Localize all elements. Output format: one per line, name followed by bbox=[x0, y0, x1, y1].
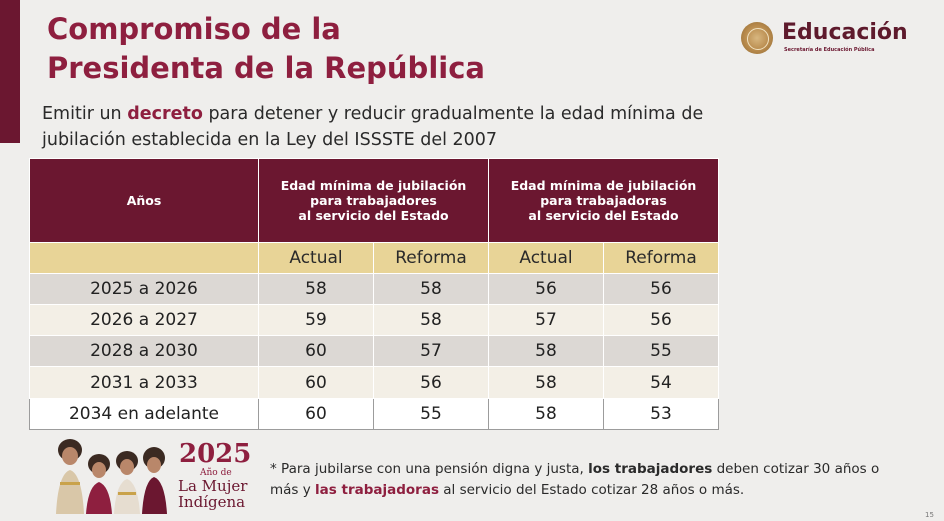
subtitle-start: Emitir un bbox=[42, 104, 128, 124]
sep-logo: Educación Secretaría de Educación Públic… bbox=[741, 20, 921, 56]
subtitle: Emitir un decreto para detener y reducir… bbox=[42, 101, 782, 153]
title-line-2: Presidenta de la República bbox=[47, 51, 485, 85]
page-number: 15 bbox=[925, 511, 934, 519]
note-part-3: al servicio del Estado cotizar 28 años o… bbox=[438, 482, 745, 498]
cell-value: 59 bbox=[258, 304, 374, 337]
badge-line-2: Indígena bbox=[178, 493, 246, 511]
cell-value: 58 bbox=[373, 304, 489, 337]
cell-value: 57 bbox=[488, 304, 604, 337]
retirement-age-table: Años Edad mínima de jubilación para trab… bbox=[29, 158, 719, 431]
header-g1-line2: para trabajadores bbox=[310, 192, 437, 208]
cell-value: 57 bbox=[373, 335, 489, 368]
cell-value: 54 bbox=[603, 366, 719, 399]
indigenous-women-illustration bbox=[56, 439, 167, 514]
row-years: 2028 a 2030 bbox=[29, 335, 259, 368]
table-row: 2025 a 2026 58 58 56 56 bbox=[29, 272, 719, 306]
subheader-actual-1: Actual bbox=[258, 241, 374, 274]
header-g2-line1: Edad mínima de jubilación bbox=[510, 177, 697, 193]
cell-value: 58 bbox=[488, 397, 604, 431]
row-years: 2025 a 2026 bbox=[29, 272, 259, 306]
cell-value: 53 bbox=[603, 397, 719, 431]
mujer-indigena-badge: 2025 Año de La Mujer Indígena bbox=[52, 434, 252, 516]
cell-value: 58 bbox=[373, 272, 489, 306]
table-subheader-row: Actual Reforma Actual Reforma bbox=[29, 241, 719, 274]
header-g1-line1: Edad mínima de jubilación bbox=[280, 177, 467, 193]
subtitle-end: para detener y reducir gradualmente la e… bbox=[42, 104, 704, 150]
cell-value: 58 bbox=[258, 272, 374, 306]
table-row: 2034 en adelante 60 55 58 53 bbox=[29, 397, 719, 431]
table-row: 2031 a 2033 60 56 58 54 bbox=[29, 366, 719, 399]
cell-value: 55 bbox=[373, 397, 489, 431]
cell-value: 56 bbox=[603, 304, 719, 337]
cell-value: 60 bbox=[258, 397, 374, 431]
row-years: 2034 en adelante bbox=[29, 397, 259, 431]
footnote: * Para jubilarse con una pensión digna y… bbox=[270, 459, 910, 501]
note-bold-female-workers: las trabajadoras bbox=[315, 482, 439, 498]
note-part-1: * Para jubilarse con una pensión digna y… bbox=[270, 461, 589, 477]
cell-value: 58 bbox=[488, 335, 604, 368]
logo-subtitle: Secretaría de Educación Pública bbox=[784, 47, 875, 53]
header-g2-line2: para trabajadoras bbox=[540, 192, 667, 208]
header-g1-line3: al servicio del Estado bbox=[298, 207, 449, 223]
note-bold-workers: los trabajadores bbox=[588, 461, 713, 477]
header-years: Años bbox=[29, 158, 259, 243]
cell-value: 60 bbox=[258, 335, 374, 368]
badge-year: 2025 bbox=[179, 439, 252, 469]
header-group-workers-female: Edad mínima de jubilación para trabajado… bbox=[488, 158, 719, 243]
subheader-reforma-2: Reforma bbox=[603, 241, 719, 274]
table-row: 2028 a 2030 60 57 58 55 bbox=[29, 335, 719, 368]
subheader-reforma-1: Reforma bbox=[373, 241, 489, 274]
cell-value: 56 bbox=[373, 366, 489, 399]
cell-value: 56 bbox=[488, 272, 604, 306]
cell-value: 56 bbox=[603, 272, 719, 306]
cell-value: 58 bbox=[488, 366, 604, 399]
row-years: 2031 a 2033 bbox=[29, 366, 259, 399]
row-years: 2026 a 2027 bbox=[29, 304, 259, 337]
accent-bar bbox=[0, 0, 20, 143]
cell-value: 55 bbox=[603, 335, 719, 368]
page-title: Compromiso de la Presidenta de la Repúbl… bbox=[47, 10, 485, 88]
table-header-row: Años Edad mínima de jubilación para trab… bbox=[29, 158, 719, 243]
table-row: 2026 a 2027 59 58 57 56 bbox=[29, 304, 719, 337]
subheader-actual-2: Actual bbox=[488, 241, 604, 274]
logo-name: Educación bbox=[782, 20, 908, 45]
badge-ano: Año de bbox=[200, 468, 232, 478]
badge-line-1: La Mujer bbox=[178, 477, 248, 495]
subtitle-highlight: decreto bbox=[127, 104, 203, 124]
cell-value: 60 bbox=[258, 366, 374, 399]
subheader-blank bbox=[29, 241, 259, 274]
header-group-workers-male: Edad mínima de jubilación para trabajado… bbox=[258, 158, 489, 243]
header-g2-line3: al servicio del Estado bbox=[528, 207, 679, 223]
title-line-1: Compromiso de la bbox=[47, 12, 341, 46]
seal-icon bbox=[741, 22, 773, 54]
note-part-2: deben cotizar 30 años o más y bbox=[270, 461, 880, 498]
